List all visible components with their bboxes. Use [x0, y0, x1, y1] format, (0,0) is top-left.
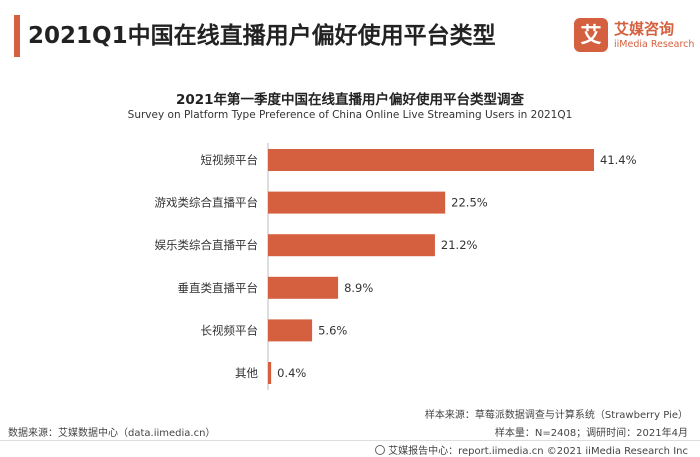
report-center-icon: [375, 445, 386, 455]
footer-text: 艾媒报告中心：report.iimedia.cn ©2021 iiMedia R…: [388, 446, 688, 457]
category-label: 其他: [235, 366, 258, 380]
category-label: 长视频平台: [201, 323, 259, 337]
value-label: 41.4%: [600, 153, 637, 167]
sample-source: 样本来源：草莓派数据调查与计算系统（Strawberry Pie）: [424, 410, 688, 421]
category-label: 娱乐类综合直播平台: [155, 238, 259, 252]
value-label: 0.4%: [277, 366, 306, 380]
bar-3: [268, 276, 339, 299]
category-label: 短视频平台: [201, 153, 259, 167]
category-label: 游戏类综合直播平台: [155, 196, 259, 210]
bar-1: [268, 191, 446, 214]
value-label: 21.2%: [441, 238, 478, 252]
logo-mark-icon: 艾: [574, 18, 608, 52]
data-source: 数据来源：艾媒数据中心（data.iimedia.cn）: [8, 428, 216, 439]
title-accent-bar: [14, 15, 20, 57]
logo-name-cn: 艾媒咨询: [614, 20, 675, 38]
iimedia-logo: 艾 艾媒咨询 iiMedia Research: [574, 18, 694, 56]
value-label: 22.5%: [451, 196, 488, 210]
footer-divider: [0, 440, 700, 441]
logo-name-en: iiMedia Research: [614, 39, 695, 50]
bar-2: [268, 234, 435, 257]
page-title: 2021Q1中国在线直播用户偏好使用平台类型: [28, 23, 496, 49]
chart-title: 2021年第一季度中国在线直播用户偏好使用平台类型调查: [175, 92, 525, 108]
category-label: 垂直类直播平台: [178, 281, 259, 295]
value-label: 5.6%: [318, 323, 347, 337]
footer: 艾媒报告中心：report.iimedia.cn ©2021 iiMedia R…: [0, 440, 700, 457]
sample-size: 样本量：N=2408；调研时间：2021年4月: [494, 428, 688, 439]
value-label: 8.9%: [344, 281, 373, 295]
bar-5: [268, 362, 272, 384]
bar-4: [268, 319, 313, 342]
bar-0: [268, 149, 594, 171]
chart-subtitle: Survey on Platform Type Preference of Ch…: [127, 109, 573, 121]
